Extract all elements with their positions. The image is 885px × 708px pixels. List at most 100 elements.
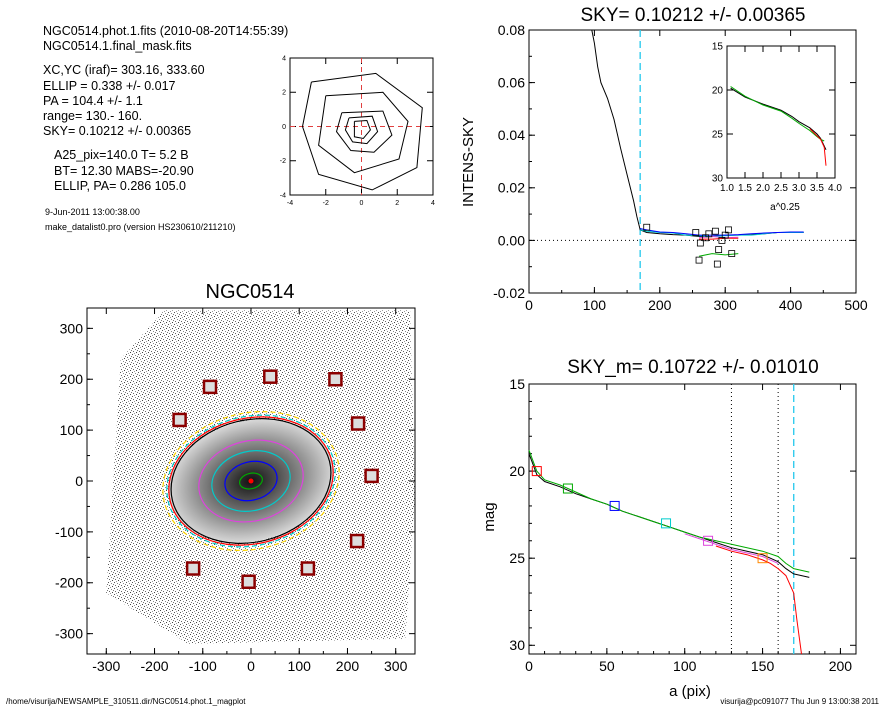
mag-marker (661, 518, 672, 529)
contour-xtick-label: -4 (287, 200, 293, 207)
galaxy-xtick-label: -100 (189, 658, 217, 674)
mag-ytick-label: 20 (509, 463, 525, 479)
contour-line (344, 115, 379, 145)
contour-line (301, 72, 423, 191)
contour-xtick-label: 4 (431, 200, 435, 207)
contour-xtick-label: 0 (360, 200, 364, 207)
mag-xtick-label: 50 (599, 658, 615, 674)
sky-box (185, 561, 201, 576)
sky-xtick-label: 0 (525, 297, 533, 313)
sky-box (241, 574, 256, 589)
inset-series (809, 128, 827, 166)
contour-ytick-label: 4 (282, 55, 286, 62)
sky-ytick-label: -0.02 (493, 285, 525, 301)
mag-plot-ylabel: mag (481, 502, 498, 531)
sky-sample-box (696, 239, 704, 247)
galaxy-isophote (198, 439, 304, 523)
mag-ytick-label: 15 (509, 376, 525, 392)
sky-box (172, 412, 187, 428)
inset-xtick-label: 2.5 (774, 183, 788, 194)
galaxy-isophote (224, 460, 278, 502)
contour-line (353, 119, 371, 140)
sky-series (640, 228, 804, 236)
sky-box (350, 416, 366, 431)
header-maskname: NGC0514.1.final_mask.fits (43, 39, 192, 53)
mag-series (528, 450, 810, 573)
header-ellip-pa: ELLIP, PA= 0.286 105.0 (54, 179, 186, 193)
contour-ytick-label: -2 (280, 158, 286, 165)
inset-xtick-label: 1.0 (720, 183, 734, 194)
galaxy-isophote (211, 450, 291, 512)
galaxy-xtick-label: 200 (336, 658, 360, 674)
contour-line (335, 110, 393, 153)
mag-plot-title: SKY_m= 0.10722 +/- 0.01010 (567, 357, 818, 378)
inset-xtick-label: 3.0 (792, 183, 806, 194)
header-xcyc: XC,YC (iraf)= 303.16, 333.60 (43, 63, 205, 77)
sky-ytick-label: 0.00 (498, 232, 525, 248)
inset-ytick-label: 30 (712, 174, 724, 185)
contour-line (318, 91, 409, 174)
contour-ytick-label: -4 (280, 192, 286, 199)
contour-ytick-label: 2 (282, 90, 286, 97)
mag-ytick-label: 30 (509, 637, 525, 653)
sky-xtick-label: 200 (648, 297, 672, 313)
sky-xtick-label: 400 (779, 297, 803, 313)
mag-marker (609, 500, 620, 511)
galaxy-ytick-label: -100 (55, 524, 83, 540)
sky-sample-box (713, 260, 721, 268)
mag-ytick-label: 25 (509, 550, 525, 566)
header-date: 9-Jun-2011 13:00:38.00 (45, 207, 140, 217)
galaxy-xtick-label: 100 (288, 658, 312, 674)
galaxy-xtick-label: 0 (247, 658, 255, 674)
footer-user: visurija@pc091077 Thu Jun 9 13:00:38 201… (720, 697, 879, 706)
contour-xtick-label: 2 (395, 200, 399, 207)
mag-marker (562, 483, 573, 494)
footer-path: /home/visurija/NEWSAMPLE_310511.dir/NGC0… (6, 697, 246, 706)
header-ellip: ELLIP = 0.338 +/- 0.017 (43, 79, 176, 93)
galaxy-xtick-label: -300 (92, 658, 120, 674)
galaxy-center (248, 478, 254, 484)
mag-xtick-label: 200 (829, 658, 853, 674)
galaxy-ytick-label: 300 (60, 320, 84, 336)
sky-sample-box (705, 230, 713, 238)
galaxy-isophote (239, 472, 263, 490)
inset-xtick-label: 1.5 (738, 183, 752, 194)
galaxy-xtick-label: 300 (384, 658, 408, 674)
galaxy-ytick-label: -200 (55, 575, 83, 591)
galaxy-isophote (162, 411, 340, 551)
mag-marker (703, 535, 714, 546)
sky-sample-box (643, 223, 651, 231)
contour-ytick-label: 0 (282, 124, 286, 131)
sky-box (364, 468, 379, 484)
sky-ytick-label: 0.06 (498, 75, 525, 91)
sky-sample-box (725, 226, 732, 234)
galaxy-isophote (168, 416, 334, 546)
sky-xtick-label: 100 (583, 297, 607, 313)
mag-xtick-label: 100 (673, 658, 697, 674)
mag-frame (528, 383, 857, 655)
sky-sample-box (711, 227, 719, 235)
sky-box (300, 561, 316, 576)
mag-xtick-label: 150 (751, 658, 775, 674)
sky-xtick-label: 500 (844, 297, 868, 313)
sky-plot-title: SKY= 0.10212 +/- 0.00365 (580, 5, 805, 26)
sky-xtick-label: 300 (714, 297, 738, 313)
mag-plot-xlabel: a (pix) (669, 683, 711, 700)
inset-ytick-label: 25 (712, 130, 724, 141)
inset-ytick-label: 15 (712, 42, 724, 53)
mag-series (715, 545, 802, 655)
inset-xtick-label: 2.0 (756, 183, 770, 194)
galaxy-ytick-label: 100 (60, 422, 84, 438)
sky-sample-box (692, 229, 700, 236)
mag-xtick-label: 0 (525, 658, 533, 674)
sky-box (328, 371, 343, 387)
header-a25: A25_pix=140.0 T= 5.2 B (54, 148, 189, 162)
galaxy-ytick-label: -300 (55, 626, 83, 642)
sky-sample-box (728, 250, 736, 257)
sky-box (263, 369, 278, 384)
sky-series (698, 253, 739, 257)
inset-background (727, 46, 835, 178)
galaxy-ytick-label: 200 (60, 371, 84, 387)
mag-marker (757, 553, 768, 564)
